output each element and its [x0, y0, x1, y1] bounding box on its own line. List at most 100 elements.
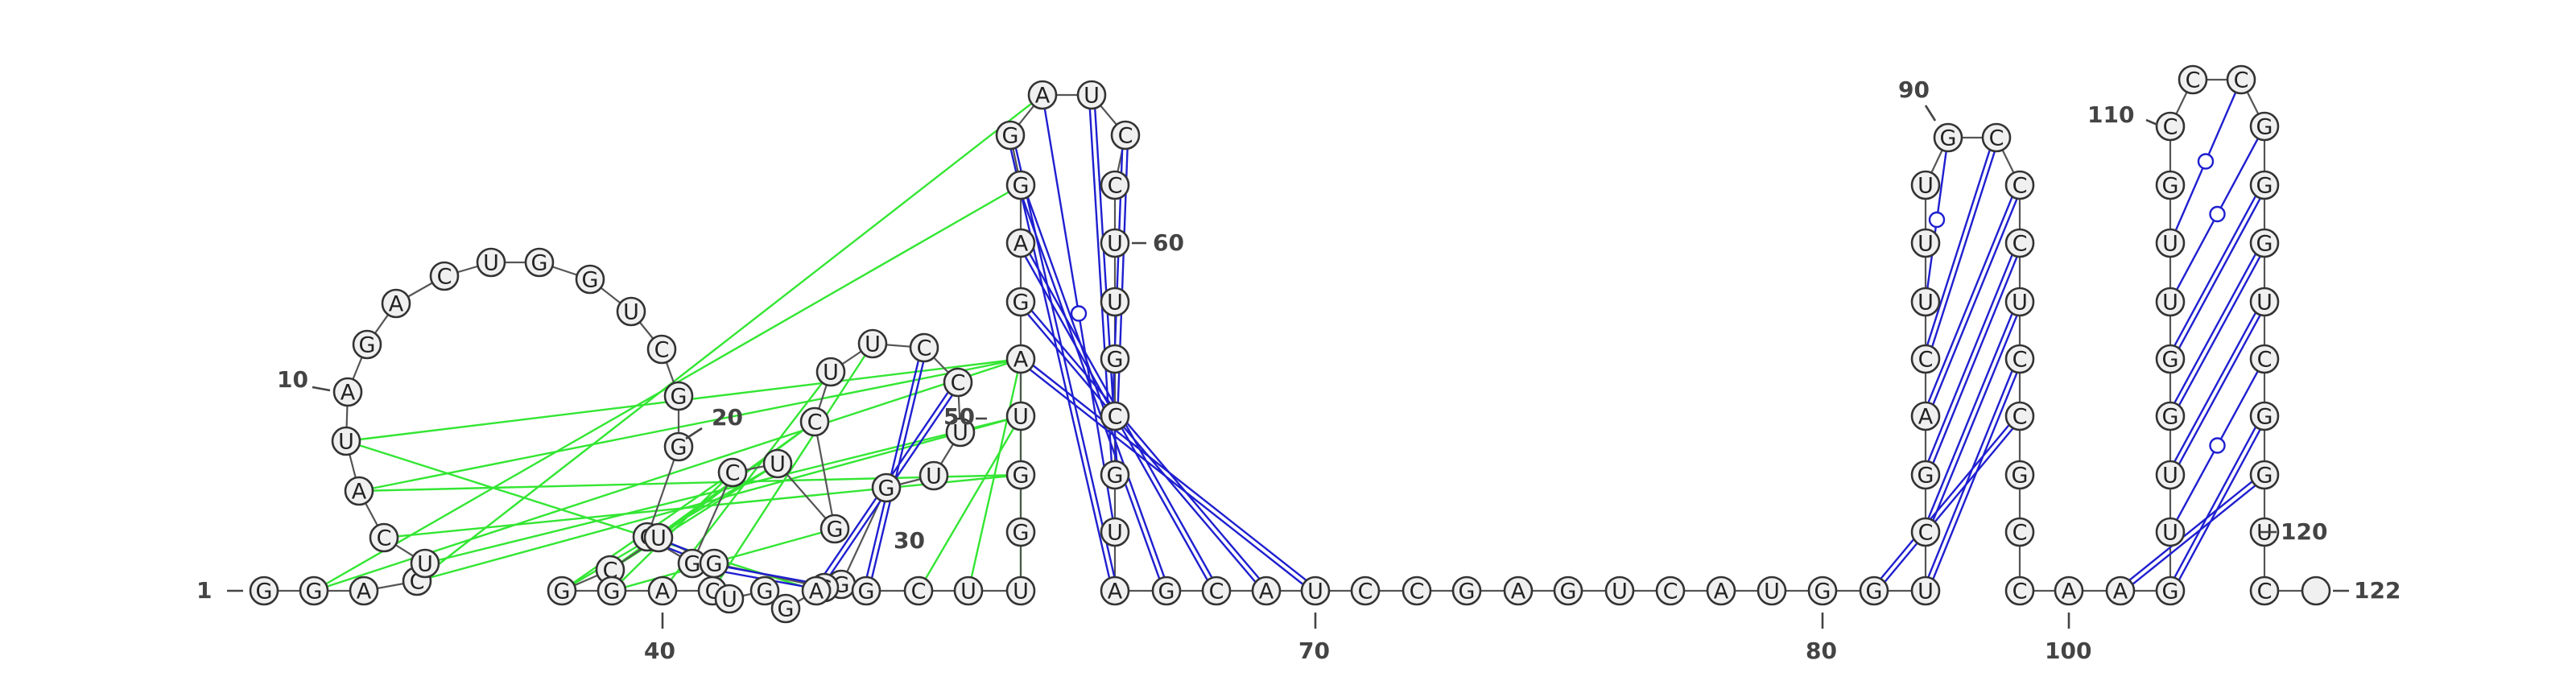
nucleotide-circle [1027, 80, 1058, 110]
nucleotide-circle [1005, 228, 1036, 258]
base-pair-line [2174, 311, 2257, 463]
base-pair-line [1932, 256, 2018, 464]
wobble-pair-marker [2209, 437, 2226, 454]
nucleotide-letter: G [2256, 405, 2273, 430]
nucleotide: G [2249, 228, 2280, 258]
nucleotide-circle [476, 247, 506, 278]
nucleotide-letter: U [1918, 291, 1934, 316]
nucleotide-letter: A [389, 292, 404, 317]
nucleotide: C [2004, 517, 2035, 547]
nucleotide: A [647, 576, 678, 606]
nucleotide: A [1027, 80, 1058, 110]
base-pair-line [2174, 253, 2257, 404]
nucleotide-circle [1910, 460, 1941, 490]
nucleotide-letter: U [1612, 580, 1628, 604]
nucleotide: A [344, 476, 374, 506]
nucleotide-letter: A [1108, 580, 1123, 604]
base-pair-line [2128, 481, 2253, 581]
nucleotide-circle [2004, 576, 2035, 606]
nucleotide [2301, 576, 2331, 606]
nucleotide-circle [1005, 576, 1036, 606]
nucleotide-circle [1005, 401, 1036, 431]
nucleotide-letter: C [2013, 348, 2028, 373]
nucleotide-letter: C [1989, 126, 2004, 151]
nucleotide-circle [2155, 344, 2186, 374]
nucleotide: G [1100, 344, 1130, 374]
nucleotide: G [1807, 576, 1838, 606]
nucleotide-circle [2249, 344, 2280, 374]
nucleotide-letter: G [1459, 580, 1476, 604]
nucleotide: G [2155, 170, 2186, 200]
nucleotide: U [1005, 576, 1036, 606]
base-pair-line [2174, 426, 2257, 579]
nucleotide: U [1300, 576, 1331, 606]
nucleotide-letter: C [2013, 174, 2028, 199]
nucleotide-circle [2155, 517, 2186, 547]
nucleotide: G [524, 247, 555, 278]
base-pair-line [1931, 151, 1996, 348]
nucleotide: C [1100, 401, 1130, 431]
nucleotide-letter: G [1918, 464, 1934, 489]
nucleotide-circle [1005, 170, 1036, 200]
nucleotide: U [1910, 228, 1941, 258]
nucleotide-letter: U [1107, 521, 1123, 546]
nucleotide-letter: A [809, 580, 824, 604]
nucleotide: U [1100, 287, 1130, 317]
nucleotide: C [2004, 344, 2035, 374]
base-pair-line [1932, 372, 2018, 580]
nucleotide-circle [1910, 170, 1941, 200]
nucleotide-circle [381, 288, 411, 319]
nucleotide-circle [943, 367, 973, 398]
nucleotide-letter: U [1918, 174, 1934, 199]
position-labels: 1 10 20 30 40 50 60 70 80 90 100 110 120… [196, 76, 2401, 664]
nucleotide-circle [815, 357, 846, 387]
nucleotide: G [2249, 170, 2280, 200]
nucleotide-circle [663, 381, 694, 411]
nucleotide: G [249, 576, 279, 606]
nucleotide: G [1005, 287, 1036, 317]
base-pairs [658, 92, 2261, 589]
nucleotide: C [2249, 344, 2280, 374]
nucleotide-circle [429, 261, 460, 291]
nucleotide-letter: U [926, 464, 942, 489]
nucleotide: U [762, 448, 793, 479]
nucleotide-circle [1100, 517, 1130, 547]
position-label-10: 10 [277, 366, 308, 393]
nucleotide-letter: C [1108, 174, 1123, 199]
nucleotide-letter: A [655, 580, 671, 604]
nucleotide: C [646, 334, 677, 365]
nucleotide-circle [1005, 517, 1036, 547]
nucleotide-letter: U [1918, 580, 1934, 604]
base-pair-line [2132, 485, 2256, 585]
nucleotide-circle [770, 593, 801, 624]
nucleotide: U [1910, 576, 1941, 606]
nucleotide: A [1706, 576, 1736, 606]
nucleotide-circle [2004, 517, 2035, 547]
nucleotide-circle [1251, 576, 1282, 606]
base-pair-line [1927, 196, 2013, 403]
nucleotide-circle [331, 426, 361, 456]
nucleotide-circle [1604, 576, 1635, 606]
nucleotide-letter: G [671, 385, 687, 410]
nucleotide-letter: U [1307, 580, 1323, 604]
nucleotide: C [1201, 576, 1232, 606]
nucleotide-circle [2004, 344, 2035, 374]
nucleotide: U [1100, 228, 1130, 258]
nucleotide-letter: G [306, 580, 323, 604]
nucleotide-circle [344, 476, 374, 506]
nucleotide: G [2249, 111, 2280, 142]
nucleotide-circle [857, 328, 888, 359]
nucleotide-letter: G [827, 518, 844, 543]
nucleotide-circle [717, 457, 748, 488]
nucleotide-letter: U [483, 251, 499, 276]
nucleotide-letter: U [1013, 580, 1029, 604]
position-label-20: 20 [712, 404, 743, 431]
nucleotide-letter: G [604, 580, 621, 604]
nucleotide-letter: G [878, 477, 895, 501]
nucleotide-circle [547, 576, 577, 606]
nucleotide-circle [2226, 64, 2256, 95]
base-pair-line [1030, 310, 1261, 580]
nucleotide-letter: G [2012, 464, 2029, 489]
nucleotide-circle [524, 247, 555, 278]
nucleotide: C [1655, 576, 1686, 606]
